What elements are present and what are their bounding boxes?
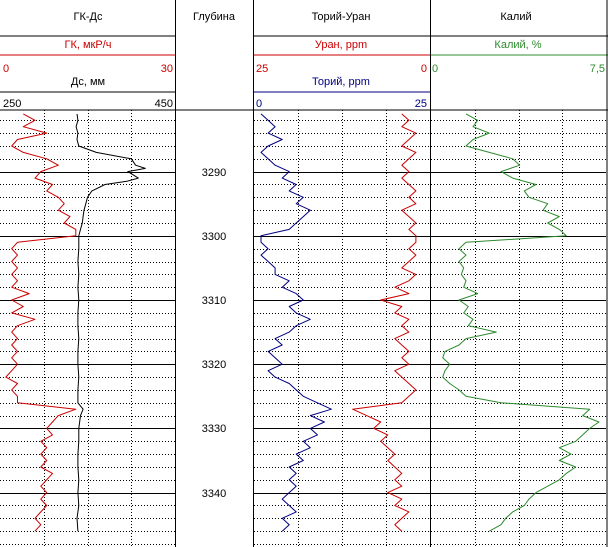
gamma-scale-max: 30 [161,63,173,75]
curve-uranium [352,113,417,532]
track-grid [0,110,606,547]
depth-label: 3310 [202,295,226,307]
depth-label: 3300 [202,231,226,243]
track-title-k: Калий [500,11,531,23]
uranium-scale-max: 0 [421,63,427,75]
curve-thorium [260,113,332,532]
thorium-curve-name: Торий, ppm [312,76,370,88]
potassium-scale-min: 0 [432,63,438,75]
gamma-curve-name: ГК, мкР/ч [65,39,112,51]
uranium-scale-min: 25 [256,63,268,75]
depth-label: 3340 [202,488,226,500]
depth-label: 3290 [202,167,226,179]
log-curves [5,113,600,532]
potassium-curve-name: Калий, % [494,39,541,51]
curve-gamma [5,113,77,532]
depth-axis: 3290 3300 3310 3320 3330 3340 [202,167,226,500]
curve-potassium [442,113,600,532]
thorium-scale-min: 0 [256,98,262,110]
thorium-scale-max: 25 [415,98,427,110]
caliper-scale-max: 450 [155,98,173,110]
uranium-curve-name: Уран, ppm [315,39,367,51]
depth-label: 3330 [202,423,226,435]
track-title-depth: Глубина [193,11,236,23]
curve-caliper [75,113,146,532]
caliper-curve-name: Дс, мм [71,76,105,88]
potassium-scale-max: 7,5 [590,63,605,75]
depth-label: 3320 [202,359,226,371]
track-title-th-u: Торий-Уран [312,11,371,23]
caliper-scale-min: 250 [3,98,21,110]
gamma-scale-min: 0 [3,63,9,75]
track-title-gk-ds: ГК-Дс [74,11,103,23]
